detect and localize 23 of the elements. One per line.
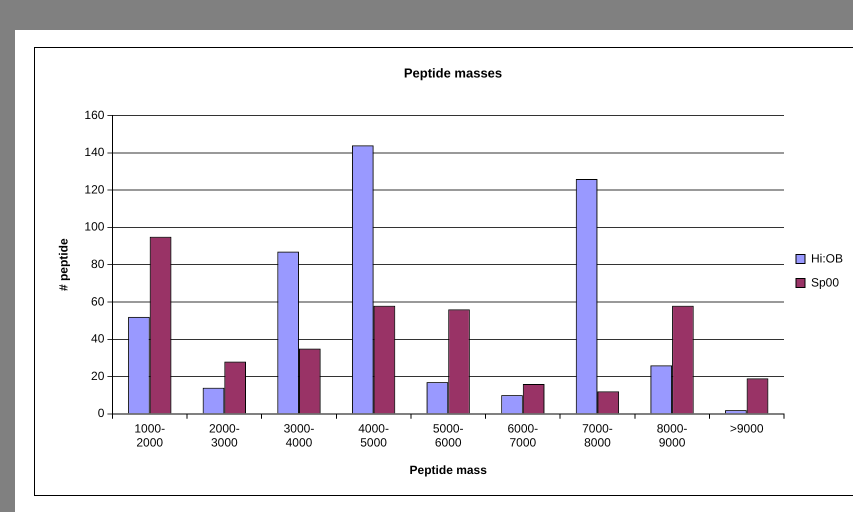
y-tick-label: 100 <box>84 220 105 234</box>
y-axis-title: # peptide <box>56 238 71 292</box>
y-tick-label: 0 <box>98 406 105 420</box>
y-tick-label: 60 <box>91 294 105 308</box>
y-tick-label: 140 <box>84 145 105 160</box>
x-tick-label: 6000-7000 <box>507 421 538 450</box>
x-tick-label: 4000-5000 <box>358 421 389 450</box>
x-tick-label: >9000 <box>730 421 764 436</box>
x-axis-title: Peptide mass <box>410 463 488 478</box>
x-tick-label: 7000-8000 <box>582 421 613 450</box>
x-tick-label: 8000-9000 <box>656 421 688 450</box>
x-tick-label: 1000-2000 <box>134 421 166 450</box>
y-tick-label: 120 <box>84 182 105 196</box>
y-tick-label: 20 <box>91 368 105 383</box>
y-tick-label: 160 <box>84 108 105 122</box>
y-tick-label: 80 <box>91 257 105 272</box>
chart-title: Peptide masses <box>404 65 502 80</box>
y-tick-label: 40 <box>91 332 105 346</box>
legend-label: Sp00 <box>810 275 840 290</box>
legend-label: Hi:OB <box>810 251 844 266</box>
x-tick-label: 5000-6000 <box>432 421 464 450</box>
x-tick-label: 2000-3000 <box>209 421 240 450</box>
x-tick-label: 3000-4000 <box>284 421 314 450</box>
